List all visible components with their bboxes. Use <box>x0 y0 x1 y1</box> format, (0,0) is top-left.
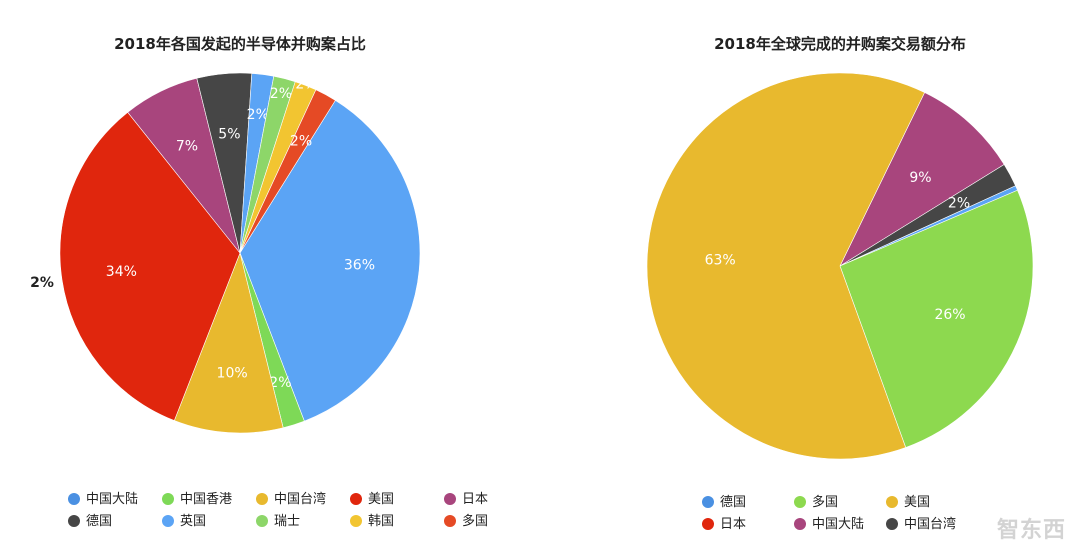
chart-left-legend-swatch-6 <box>162 514 174 527</box>
chart-right-slice-label-1: 2% <box>948 195 970 211</box>
chart-right-slice-0 <box>839 92 1005 267</box>
chart-left-legend-label-1: 中国香港 <box>180 492 233 507</box>
chart-left-legend-item-4: 日本 <box>444 491 488 509</box>
chart-left-slice-label-0: 36% <box>344 258 375 274</box>
chart-right-legend-item-3: 日本 <box>702 516 746 534</box>
chart-left-legend-swatch-2 <box>256 492 268 505</box>
chart-left-legend-label-4: 日本 <box>462 492 489 507</box>
chart-left-legend-label-8: 韩国 <box>368 514 395 529</box>
chart-right-legend-label-4: 中国大陆 <box>812 517 865 532</box>
chart-right-legend-swatch-5 <box>886 517 898 530</box>
chart-right-legend-item-1: 多国 <box>794 494 838 512</box>
chart-left-legend-swatch-1 <box>162 492 174 505</box>
chart-right-pie: 9% 2% 26% 63% <box>646 72 1034 460</box>
chart-left-slice-label-6: 2% <box>247 107 269 123</box>
chart-left-legend-label-7: 瑞士 <box>274 514 301 529</box>
chart-left-legend-label-6: 英国 <box>180 514 207 529</box>
chart-right-legend-label-5: 中国台湾 <box>904 517 957 532</box>
chart-left-title: 2018年各国发起的半导体并购案占比 <box>114 35 366 53</box>
chart-left-legend-item-9: 多国 <box>444 513 488 531</box>
chart-right-slice-4 <box>646 72 926 460</box>
chart-right-slice-3 <box>839 189 1034 448</box>
chart-left-slice-label-3: 34% <box>106 264 137 280</box>
chart-left-panel: 2018年各国发起的半导体并购案占比 36% 2% 10% 34% 7% 5% 2% 2% 2%… <box>0 0 520 554</box>
chart-right-legend-label-0: 德国 <box>720 495 747 510</box>
chart-left-legend-item-3: 美国 <box>350 491 394 509</box>
chart-left-legend-item-1: 中国香港 <box>162 491 232 509</box>
chart-left-slice-label-8: 2% <box>295 77 317 93</box>
chart-left-slice-label-1: 2% <box>269 375 291 391</box>
chart-left-legend-label-5: 德国 <box>86 514 113 529</box>
chart-left-legend-item-5: 德国 <box>68 513 112 531</box>
chart-left-legend-label-2: 中国台湾 <box>274 492 327 507</box>
chart-left-slice-0 <box>239 99 421 422</box>
chart-left-pie: 36%2%10%34%7%5%2%2%2%2%2% <box>30 72 421 434</box>
chart-left-legend-swatch-3 <box>350 492 362 505</box>
chart-right-legend-label-2: 美国 <box>904 495 931 510</box>
chart-right-legend-swatch-2 <box>886 495 898 508</box>
chart-left-legend-swatch-0 <box>68 492 80 505</box>
chart-left-legend-item-2: 中国台湾 <box>256 491 326 509</box>
chart-right-slice-label-3: 26% <box>934 307 965 323</box>
chart-right-legend-swatch-1 <box>794 495 806 508</box>
chart-right-legend-item-4: 中国大陆 <box>794 516 864 534</box>
chart-right-legend-swatch-4 <box>794 517 806 530</box>
chart-left-slice-label-2: 10% <box>217 366 248 382</box>
chart-right-panel: 2018年全球完成的并购案交易额分布 9% 2% 26% 63% 德国 多国 美国日本 中国… <box>560 0 1080 554</box>
chart-left-slice-2 <box>173 252 284 434</box>
chart-right-legend-label-3: 日本 <box>720 517 747 532</box>
chart-left-legend-label-3: 美国 <box>368 492 395 507</box>
chart-left-legend-swatch-4 <box>444 492 456 505</box>
chart-right-legend-swatch-0 <box>702 495 714 508</box>
chart-left-legend-swatch-9 <box>444 514 456 527</box>
watermark-logo: 智东西 <box>996 518 1066 543</box>
chart-left-legend-item-0: 中国大陆 <box>68 491 138 509</box>
chart-left-legend-swatch-5 <box>68 514 80 527</box>
chart-left-legend-swatch-7 <box>256 514 268 527</box>
chart-left-slice-label-4: 7% <box>176 138 198 154</box>
chart-left-slice-label-7: 2% <box>270 86 292 102</box>
chart-right-legend-item-0: 德国 <box>702 494 746 512</box>
chart-left-legend-item-7: 瑞士 <box>256 513 300 531</box>
chart-right-legend-label-1: 多国 <box>812 495 839 510</box>
chart-left-outside-label: 2% <box>30 275 54 291</box>
chart-left-legend-label-9: 多国 <box>462 514 489 529</box>
chart-left-slice-3 <box>59 111 241 421</box>
chart-left-slice-label-5: 5% <box>218 126 240 142</box>
chart-left-slice-9 <box>239 89 336 254</box>
chart-left-legend-swatch-8 <box>350 514 362 527</box>
chart-right-slice-label-0: 9% <box>909 170 931 186</box>
chart-left-legend-item-6: 英国 <box>162 513 206 531</box>
chart-right-title: 2018年全球完成的并购案交易额分布 <box>714 35 966 53</box>
chart-right-legend-item-2: 美国 <box>886 494 930 512</box>
chart-right-legend-swatch-3 <box>702 517 714 530</box>
chart-left-slice-label-9: 2% <box>290 133 312 149</box>
chart-left-legend-label-0: 中国大陆 <box>86 492 139 507</box>
chart-left-legend-item-8: 韩国 <box>350 513 394 531</box>
chart-right-legend-item-5: 中国台湾 <box>886 516 956 534</box>
chart-right-slice-label-4: 63% <box>705 253 736 269</box>
